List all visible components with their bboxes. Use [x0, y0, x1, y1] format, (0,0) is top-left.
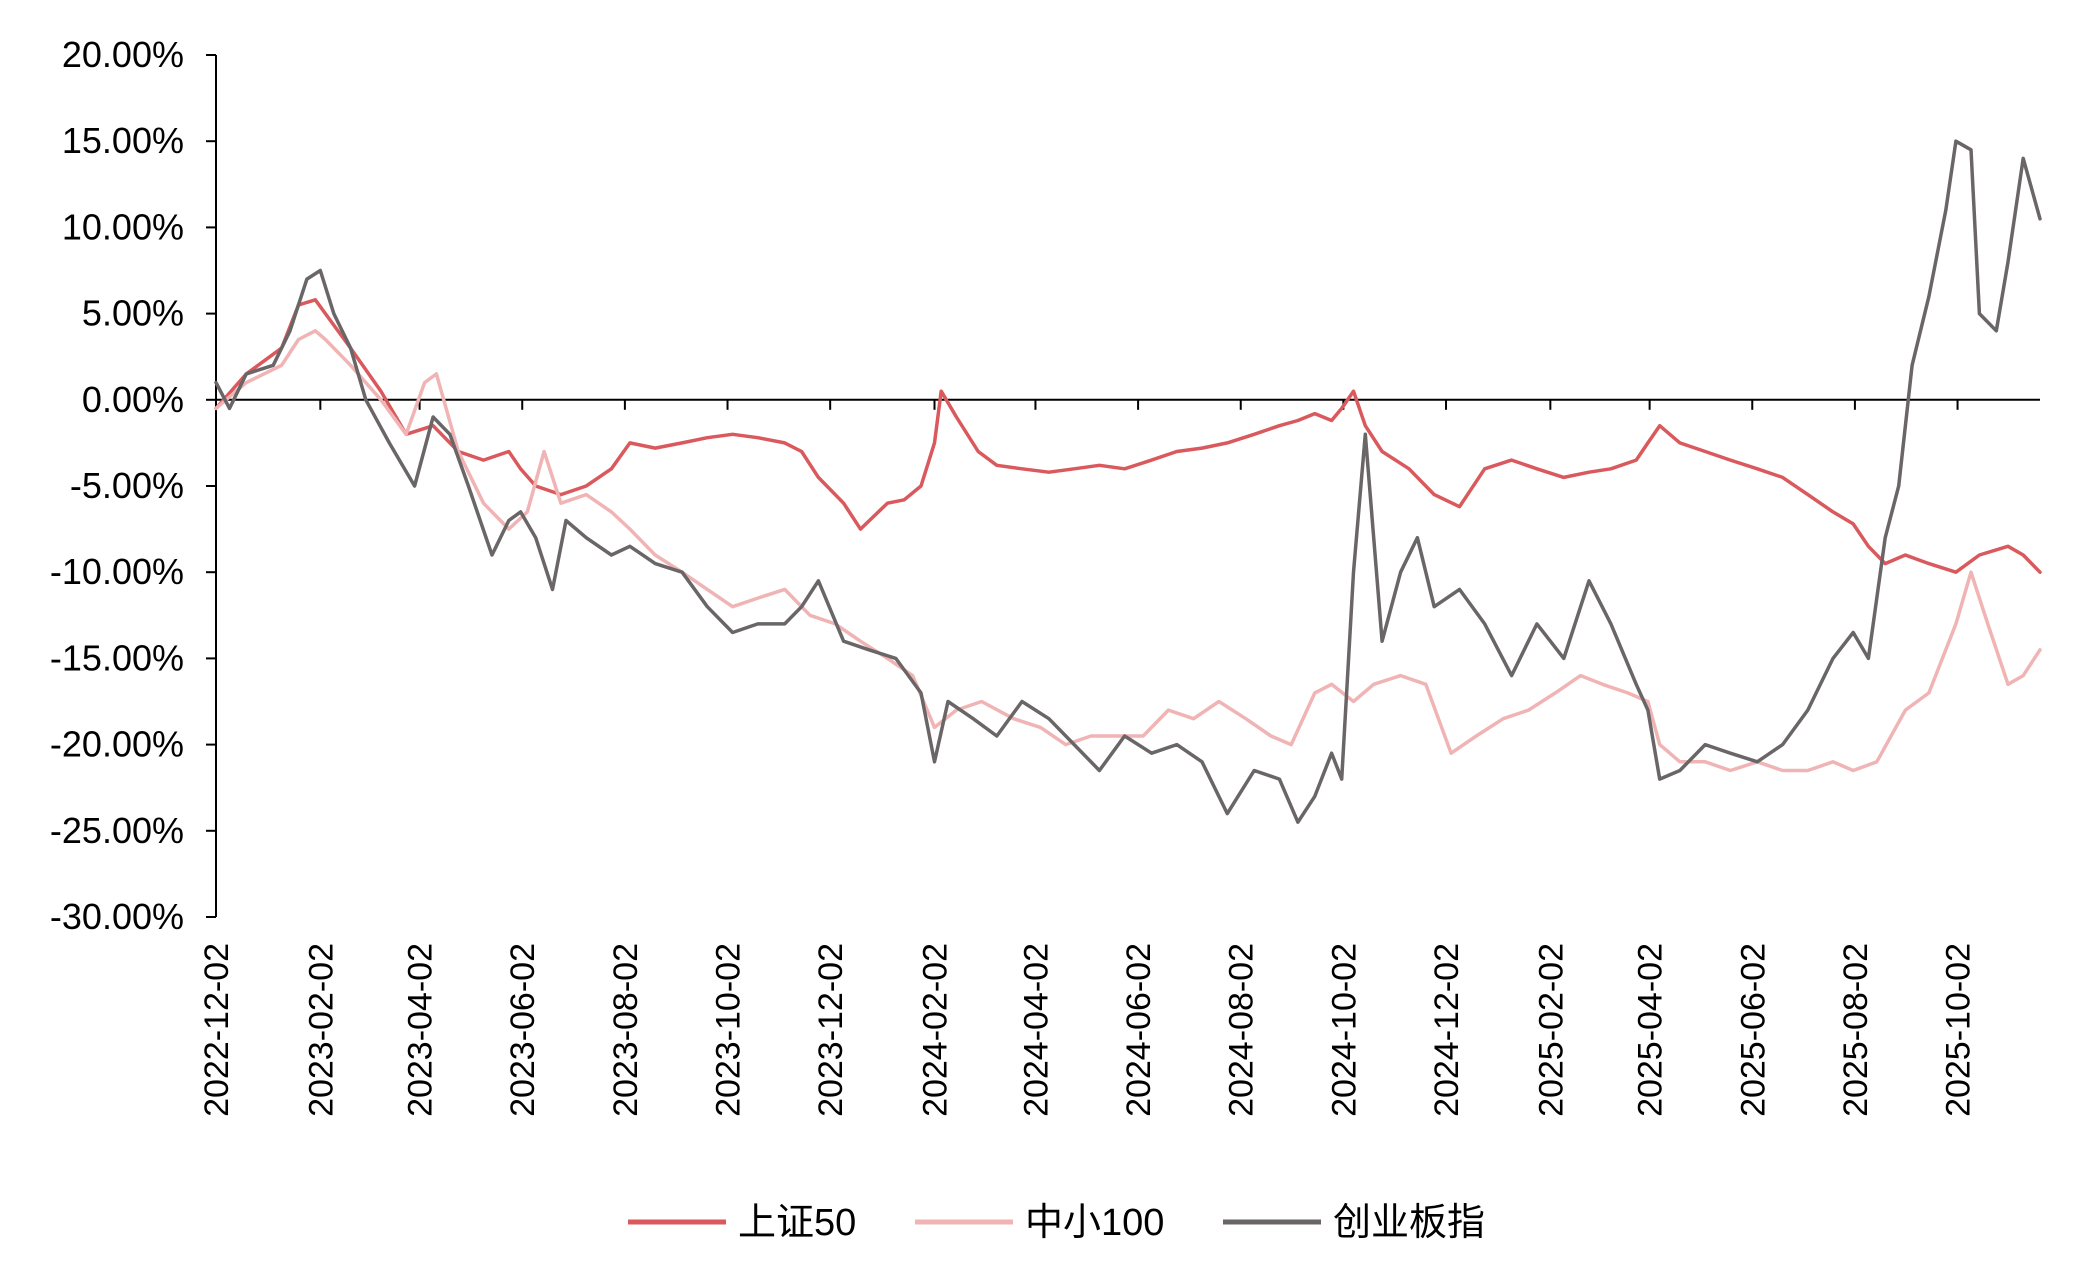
- x-tick-label: 2024-12-02: [1428, 943, 1466, 1117]
- x-tick-label: 2023-02-02: [302, 943, 340, 1117]
- x-tick-label: 2023-12-02: [812, 943, 850, 1117]
- x-tick-label: 2025-10-02: [1940, 943, 1978, 1117]
- series-lines: [214, 139, 2042, 824]
- x-tick-label: 2024-04-02: [1017, 943, 1055, 1117]
- y-tick-label: -5.00%: [70, 465, 184, 506]
- y-tick-label: -25.00%: [50, 810, 184, 851]
- y-axis: 20.00% 15.00% 10.00% 5.00% 0.00% -5.00% -10.00…: [50, 34, 217, 937]
- y-tick-label: -30.00%: [50, 896, 184, 937]
- legend-label-2: 创业板指: [1333, 1202, 1485, 1244]
- x-tick-label: 2022-12-02: [198, 943, 236, 1117]
- x-tick-label: 2023-04-02: [402, 943, 440, 1117]
- x-tick-label: 2024-06-02: [1120, 943, 1158, 1117]
- y-tick-label: 15.00%: [62, 120, 184, 161]
- x-tick-label: 2024-10-02: [1325, 943, 1363, 1117]
- series-line-0: [214, 298, 2042, 574]
- x-tick-label: 2024-08-02: [1223, 943, 1261, 1117]
- series-line-2: [214, 139, 2042, 824]
- x-tick-label: 2025-02-02: [1532, 943, 1570, 1117]
- legend: 上证50 中小100 创业板指: [628, 1202, 1485, 1244]
- x-tick-label: 2024-02-02: [916, 943, 954, 1117]
- y-tick-label: -15.00%: [50, 637, 184, 678]
- y-tick-label: -10.00%: [50, 551, 184, 592]
- x-tick-label: 2025-06-02: [1734, 943, 1772, 1117]
- legend-label-0: 上证50: [738, 1202, 856, 1244]
- y-tick-label: 20.00%: [62, 34, 184, 75]
- x-tick-label: 2023-08-02: [607, 943, 645, 1117]
- x-tick-label: 2023-10-02: [710, 943, 748, 1117]
- x-tick-label: 2025-08-02: [1837, 943, 1875, 1117]
- y-tick-label: 0.00%: [82, 379, 184, 420]
- y-tick-label: 5.00%: [82, 293, 184, 334]
- x-axis: 2022-12-02 2023-02-02 2023-04-02 2023-06-02…: [198, 398, 2040, 1117]
- y-tick-label: -20.00%: [50, 724, 184, 765]
- y-tick-label: 10.00%: [62, 206, 184, 247]
- legend-label-1: 中小100: [1025, 1202, 1164, 1244]
- x-tick-label: 2023-06-02: [504, 943, 542, 1117]
- x-tick-label: 2025-04-02: [1632, 943, 1670, 1117]
